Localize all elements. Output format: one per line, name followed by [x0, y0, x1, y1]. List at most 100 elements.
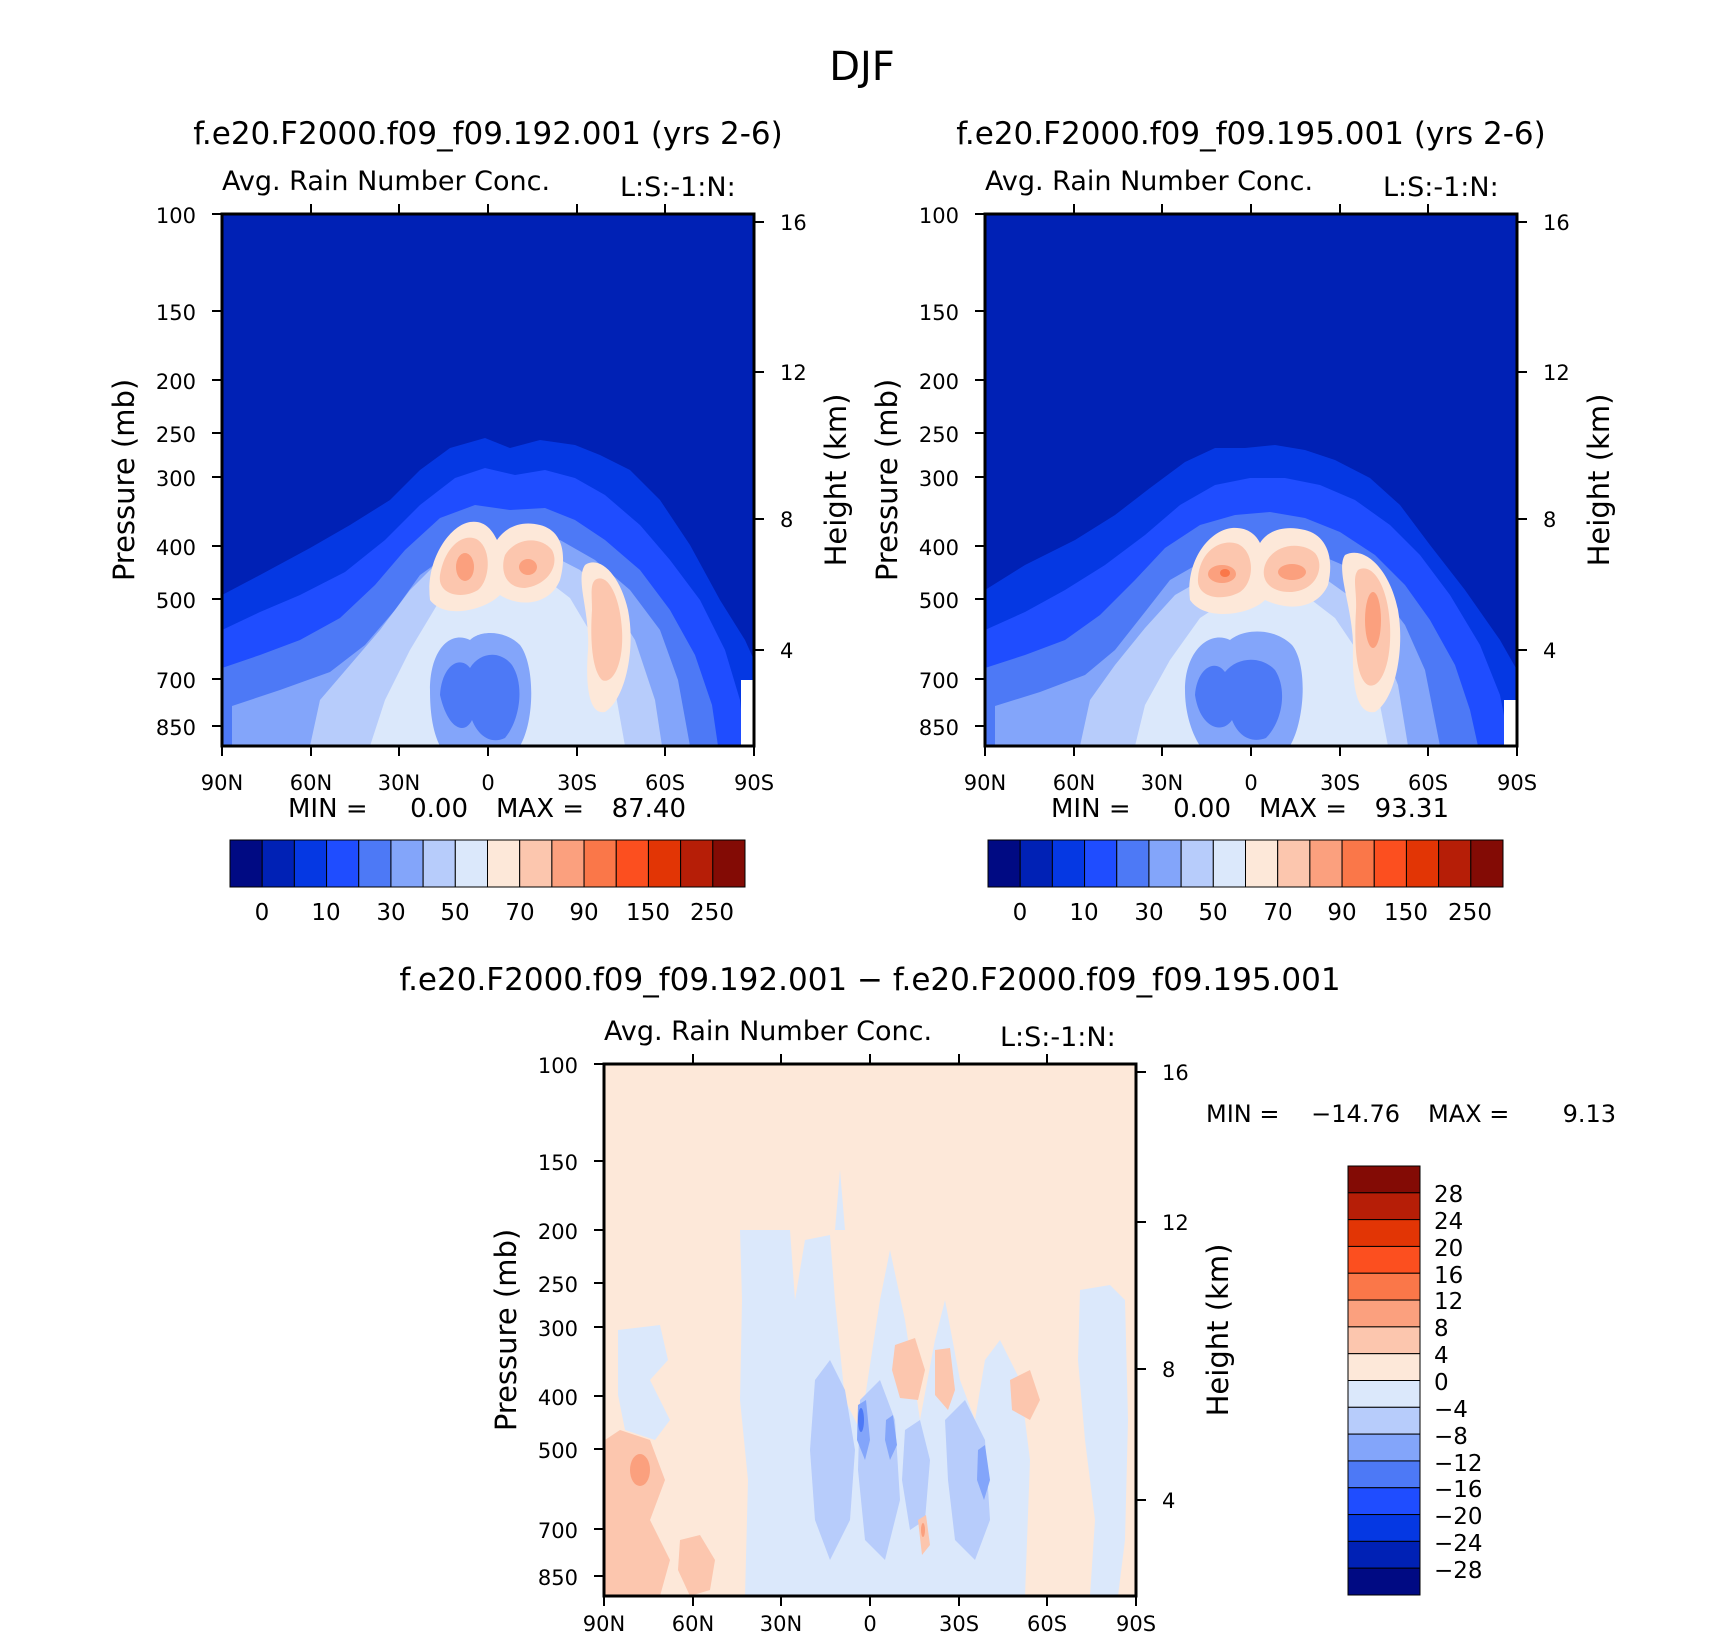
panel-3-ytick-250: 250	[538, 1273, 578, 1297]
panel-3-plot-area	[604, 1064, 1136, 1596]
panel-3-cb-label-9: −8	[1434, 1424, 1468, 1450]
panel-3-pos-level-2-nh	[630, 1454, 650, 1486]
panel-1-min-value: 0.00	[410, 794, 468, 824]
panel-2-contour-level-10c	[1365, 592, 1381, 648]
panel-1-ytick-250: 250	[156, 423, 196, 447]
colorbar-swatch-0-2	[293, 839, 328, 888]
panel-1-y-ticks	[212, 213, 222, 727]
panel-2-y2tick-8: 8	[1543, 508, 1556, 532]
colorbar-swatch-1-6	[1180, 839, 1214, 888]
panel-3-x-ticks	[603, 1054, 1137, 1606]
panel-3-pos-region-nh-low	[605, 1430, 670, 1596]
panel-2-ylabel: Pressure (mb)	[870, 379, 904, 581]
panel-2-xtick-30S: 30S	[1320, 771, 1360, 795]
colorbar-swatch-0-7	[454, 839, 488, 888]
panel-3-max-label: MAX =	[1428, 1100, 1509, 1128]
colorbar-swatch-1-13	[1405, 839, 1440, 888]
panel-2-cb-label-4: 70	[1263, 900, 1292, 926]
panel-3-ytick-400: 400	[538, 1386, 578, 1410]
panel-2-ytick-400: 400	[919, 536, 959, 560]
colorbar-swatch-0-4	[358, 839, 392, 888]
panel-3-xtick-60N: 60N	[672, 1612, 714, 1633]
colorbar-swatch-0-11	[583, 839, 617, 888]
panel-2-xtick-30N: 30N	[1141, 771, 1183, 795]
panel-3-neg-level-4	[858, 1408, 864, 1432]
panel-3-ytick-200: 200	[538, 1220, 578, 1244]
panel-3-y2tick-8: 8	[1162, 1358, 1175, 1382]
colorbar-swatch-2-3	[1347, 1245, 1421, 1274]
panel-3-y2-ticks	[1136, 1071, 1146, 1501]
panel-1-ytick-150: 150	[156, 301, 196, 325]
panel-3-cb-label-14: −28	[1434, 1558, 1483, 1584]
panel-1-xtick-60S: 60S	[645, 771, 685, 795]
panel-1-y2-ticks	[754, 221, 764, 651]
panel-3-y-ticks	[594, 1063, 604, 1577]
panel-3-pos-region-30s	[892, 1338, 925, 1400]
panel-3-neg-level-2-d	[902, 1420, 930, 1530]
panel-3-xtick-90S: 90S	[1116, 1612, 1156, 1633]
colorbar-swatch-0-8	[487, 839, 521, 888]
panel-1-low-zone-inner	[440, 654, 520, 741]
panel-3-cb-label-3: 16	[1434, 1263, 1463, 1289]
panel-2-xtick-0: 0	[1244, 771, 1257, 795]
colorbar-swatch-2-0	[1347, 1165, 1421, 1194]
panel-2-contour-level-11	[1220, 569, 1230, 577]
panel-3-ytick-700: 700	[538, 1519, 578, 1543]
panel-2-ytick-500: 500	[919, 589, 959, 613]
panel-1-y2tick-12: 12	[780, 361, 807, 385]
panel-2-cb-label-5: 90	[1327, 900, 1356, 926]
colorbar-swatch-0-1	[261, 839, 295, 888]
panel-3-y2tick-12: 12	[1162, 1211, 1189, 1235]
panel-3-min-label: MIN =	[1206, 1100, 1279, 1128]
panel-1-ytick-850: 850	[156, 716, 196, 740]
panel-3-pos-region-nh-low2	[678, 1535, 715, 1596]
colorbar-swatch-1-14	[1438, 839, 1472, 888]
colorbar-swatch-1-3	[1084, 839, 1118, 888]
panel-1-cb-label-1: 10	[311, 900, 340, 926]
panel-1-units: L:S:-1:N:	[620, 172, 736, 203]
colorbar-swatch-1-2	[1051, 839, 1086, 888]
panel-2-ytick-200: 200	[919, 370, 959, 394]
colorbar-swatch-1-1	[1019, 839, 1053, 888]
colorbar-swatch-2-2	[1347, 1219, 1421, 1247]
panel-2-max-value: 93.31	[1375, 794, 1449, 824]
panel-1-colorbar	[229, 839, 746, 888]
panel-1-x-ticks	[221, 204, 755, 756]
panel-2-ytick-250: 250	[919, 423, 959, 447]
panel-3-cb-label-5: 8	[1434, 1316, 1449, 1342]
panel-1-y2tick-4: 4	[780, 639, 793, 663]
panel-1-ytick-200: 200	[156, 370, 196, 394]
panel-2-cb-label-3: 50	[1198, 900, 1227, 926]
panel-1-surface-edge	[741, 680, 754, 746]
panel-1-cb-label-7: 250	[690, 900, 734, 926]
panel-2-cb-label-1: 10	[1069, 900, 1098, 926]
panel-3-cb-label-12: −20	[1434, 1504, 1483, 1530]
panel-1-ytick-700: 700	[156, 669, 196, 693]
panel-2-min-label: MIN =	[1051, 794, 1131, 824]
panel-3-pos-level-2-sfc	[921, 1523, 925, 1537]
panel-3-cb-label-8: −4	[1434, 1397, 1468, 1423]
panel-3-pos-region-60s	[1010, 1370, 1040, 1420]
colorbar-swatch-1-7	[1212, 839, 1246, 888]
panel-2-y2tick-4: 4	[1543, 639, 1556, 663]
panel-2-y2tick-12: 12	[1543, 361, 1570, 385]
panel-1-ytick-500: 500	[156, 589, 196, 613]
panel-1-contour-level-9c	[591, 578, 623, 681]
panel-3-y2label: Height (km)	[1201, 1244, 1235, 1417]
panel-1-cb-label-3: 50	[440, 900, 469, 926]
panel-1: f.e20.F2000.f09_f09.192.001 (yrs 2-6) Av…	[107, 116, 853, 926]
panel-2-title: f.e20.F2000.f09_f09.195.001 (yrs 2-6)	[956, 116, 1546, 152]
panel-2-surface-edge	[1504, 700, 1517, 746]
colorbar-swatch-0-15	[712, 839, 746, 888]
panel-3-units: L:S:-1:N:	[1000, 1022, 1116, 1053]
panel-2-xtick-90S: 90S	[1497, 771, 1537, 795]
panel-1-ylabel: Pressure (mb)	[107, 379, 141, 581]
panel-1-xtick-90N: 90N	[201, 771, 243, 795]
panel-3-ytick-500: 500	[538, 1439, 578, 1463]
panel-3-neg-region-sh	[1078, 1285, 1128, 1596]
panel-3: f.e20.F2000.f09_f09.192.001 − f.e20.F200…	[399, 962, 1616, 1633]
colorbar-swatch-2-11	[1347, 1460, 1421, 1489]
panel-3-neg-region-strat	[835, 1170, 845, 1230]
panel-2: f.e20.F2000.f09_f09.195.001 (yrs 2-6) Av…	[870, 116, 1616, 926]
panel-2-ytick-850: 850	[919, 716, 959, 740]
